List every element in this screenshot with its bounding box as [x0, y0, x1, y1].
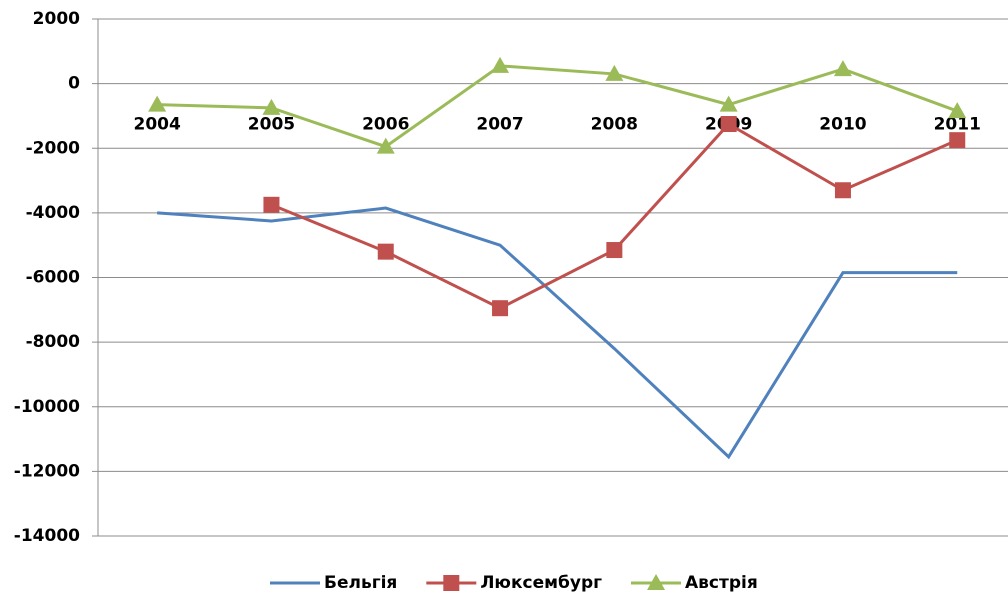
marker: [376, 137, 395, 154]
x-tick-label: 2005: [248, 115, 295, 135]
marker: [443, 575, 460, 591]
y-tick-label: 0: [68, 74, 80, 94]
marker: [948, 102, 967, 119]
x-tick-label: 2004: [133, 115, 180, 135]
y-tick-label: -4000: [26, 203, 81, 223]
x-tick-label: 2008: [591, 115, 638, 135]
marker: [833, 60, 852, 77]
marker: [834, 182, 851, 199]
marker: [606, 242, 623, 259]
y-tick-label: 2000: [33, 9, 80, 29]
marker: [647, 574, 666, 590]
marker: [605, 64, 624, 81]
y-tick-label: -14000: [14, 526, 80, 546]
y-tick-label: -6000: [26, 268, 81, 288]
x-tick-label: 2011: [934, 115, 981, 135]
series-line: [157, 206, 958, 460]
y-tick-label: -2000: [26, 138, 81, 158]
series-line: [157, 64, 958, 149]
x-tick-label: 2006: [362, 115, 409, 135]
series-line: [270, 122, 958, 310]
y-tick-label: -12000: [14, 461, 80, 481]
marker: [492, 300, 509, 317]
marker: [148, 95, 167, 112]
legend-label: Люксембург: [480, 573, 602, 593]
marker: [262, 98, 281, 115]
marker: [491, 56, 510, 73]
marker: [263, 196, 280, 213]
y-tick-label: -10000: [14, 397, 80, 417]
marker: [719, 95, 738, 112]
legend-label: Австрія: [685, 573, 758, 593]
x-tick-label: 2010: [819, 115, 866, 135]
marker: [720, 116, 737, 133]
y-tick-label: -8000: [26, 332, 81, 352]
marker: [377, 243, 394, 260]
x-tick-label: 2007: [476, 115, 523, 135]
marker: [949, 132, 966, 149]
legend-label: Бельгія: [324, 573, 397, 593]
